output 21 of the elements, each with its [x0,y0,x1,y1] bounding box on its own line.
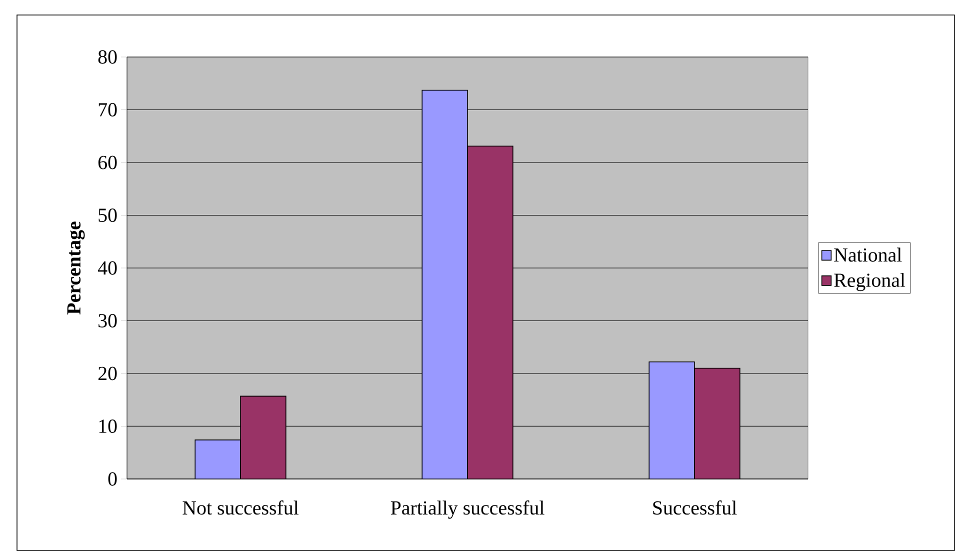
legend-label: National [834,248,902,262]
legend-label: Regional [834,272,906,292]
y-tick-label: 40 [98,261,117,275]
y-tick-label: 0 [108,472,117,486]
bar [240,396,286,479]
y-axis-title: Percentage [67,222,85,314]
y-tick-label: 80 [98,50,117,64]
y-tick-label: 10 [99,420,117,433]
bar [648,361,695,479]
y-tick-label: 30 [98,314,117,328]
x-tick-label: Successful [653,500,737,515]
x-tick-label: Partially successful [390,500,544,519]
y-tick-label: 70 [98,103,117,116]
y-tick-label: 20 [98,366,117,380]
y-tick-label: 60 [98,156,117,170]
bar [467,146,514,479]
bar [422,90,468,479]
x-tick-label: Not successful [182,500,298,515]
bar [694,368,740,479]
bar [194,440,241,479]
y-tick-label: 50 [98,208,117,222]
